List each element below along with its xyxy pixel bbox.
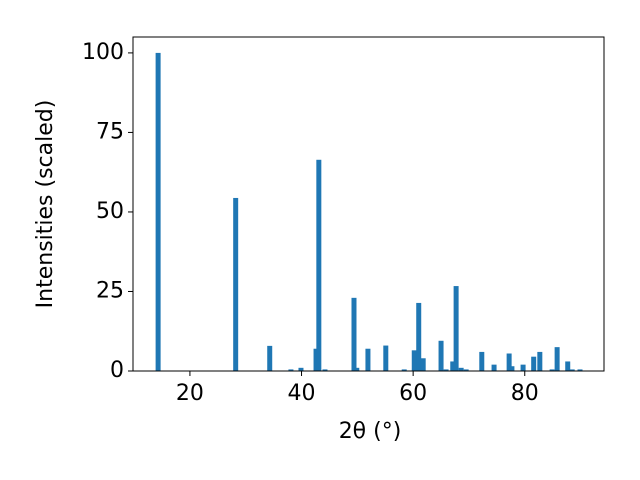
bar (554, 347, 560, 371)
bar (420, 358, 426, 371)
bar (298, 367, 304, 371)
bar (565, 361, 571, 371)
x-tick-label: 40 (288, 381, 316, 406)
y-tick-label: 75 (96, 119, 124, 144)
bar (322, 369, 328, 371)
bar (233, 197, 239, 371)
bar (509, 366, 515, 371)
bar (383, 345, 389, 371)
bar (267, 345, 273, 371)
bar (438, 340, 444, 371)
bar (416, 302, 422, 371)
x-axis-label: 2θ (°) (339, 419, 402, 444)
bar (577, 369, 583, 371)
bar (443, 369, 449, 371)
bar (549, 369, 555, 371)
x-tick-label: 20 (176, 381, 204, 406)
bar (479, 351, 485, 371)
y-tick-label: 100 (82, 40, 124, 65)
plot-frame (132, 36, 605, 372)
x-tick-label: 60 (399, 381, 427, 406)
bar (463, 369, 469, 371)
bar (491, 364, 497, 371)
bar (288, 369, 294, 371)
y-tick-label: 50 (96, 199, 124, 224)
bar (313, 348, 319, 371)
bar (520, 364, 526, 371)
bar (155, 52, 161, 372)
bar (453, 286, 459, 371)
bar (450, 361, 456, 371)
bar (537, 351, 543, 371)
y-tick-label: 0 (110, 358, 124, 383)
bar (458, 367, 464, 371)
bar (351, 297, 357, 371)
bar (316, 159, 322, 371)
bar (354, 367, 360, 371)
x-tick-label: 80 (511, 381, 539, 406)
bar (569, 369, 575, 371)
bar (411, 350, 417, 371)
bar (401, 369, 407, 371)
bar (365, 348, 371, 371)
bar (506, 353, 512, 371)
bar (531, 356, 537, 371)
y-axis-label: Intensities (scaled) (33, 100, 58, 309)
y-tick-label: 25 (96, 278, 124, 303)
